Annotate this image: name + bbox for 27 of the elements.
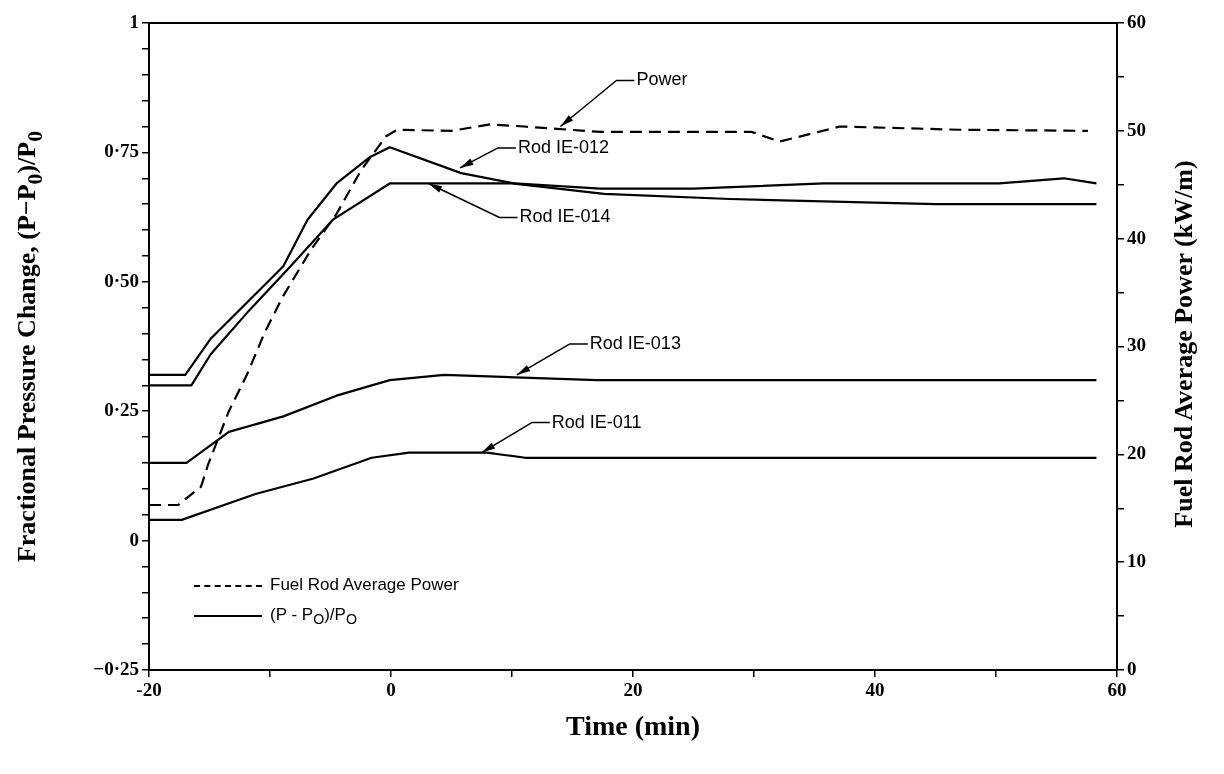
x-tick-label: 20 xyxy=(623,679,643,701)
y-tick-label: 0·25 xyxy=(104,399,139,421)
y-tick-label: −0·25 xyxy=(93,657,139,679)
x-tick-label: 40 xyxy=(865,679,885,701)
y2-tick-label: 60 xyxy=(1127,10,1146,32)
y-tick-label: 0·75 xyxy=(104,140,139,162)
annotation: (P - P$_{O}$)/P$_{O}$ xyxy=(270,605,357,628)
annotation: Rod IE-014 xyxy=(519,206,611,227)
annotation: Power xyxy=(636,69,688,90)
annotation: Rod IE-013 xyxy=(589,332,681,353)
legend-label: Fuel Rod Average Power xyxy=(270,575,459,594)
y2-tick-label: 40 xyxy=(1127,226,1146,248)
y2-tick-label: 50 xyxy=(1127,118,1146,140)
y-tick-label: 1 xyxy=(129,10,139,32)
y2-tick-label: 0 xyxy=(1127,657,1137,679)
x-tick-label: -20 xyxy=(136,679,162,701)
y2-tick-label: 30 xyxy=(1127,334,1146,356)
y2-tick-label: 20 xyxy=(1127,442,1146,464)
y-tick-label: 0 xyxy=(129,528,139,550)
x-axis-title: Time (min) xyxy=(565,710,701,742)
x-tick-label: 0 xyxy=(386,679,396,701)
y-tick-label: 0·50 xyxy=(104,269,139,291)
y2-tick-label: 10 xyxy=(1127,550,1146,572)
y2-axis-title: Fuel Rod Average Power (kW/m) xyxy=(1169,158,1199,530)
x-tick-label: 60 xyxy=(1107,679,1127,701)
annotation: Rod IE-012 xyxy=(517,136,610,157)
annotation: Rod IE-011 xyxy=(551,411,642,432)
